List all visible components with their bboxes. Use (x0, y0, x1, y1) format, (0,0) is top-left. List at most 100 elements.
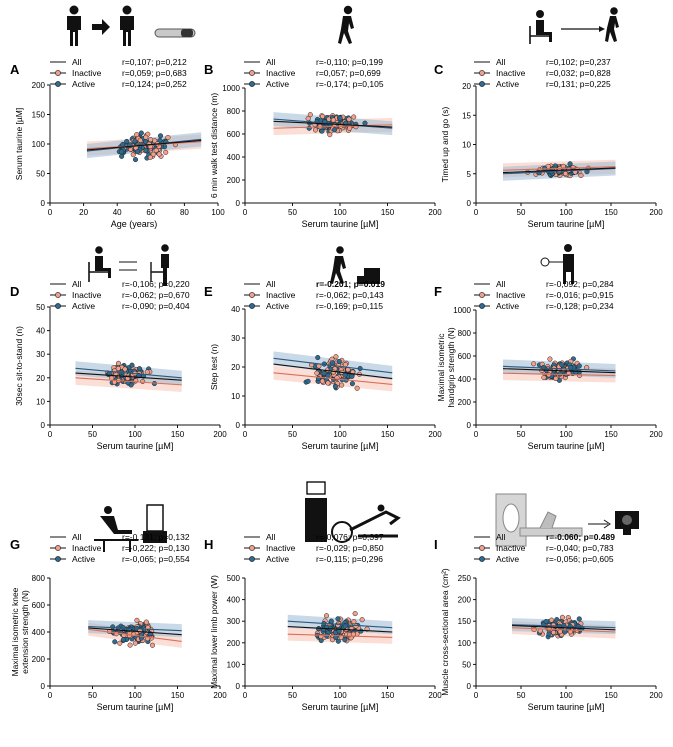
legend-marker (479, 292, 485, 298)
legend-stat: r=0,102; p=0,237 (546, 57, 611, 67)
legend-label: All (496, 532, 506, 542)
fit-line-all (273, 120, 393, 128)
data-point (319, 378, 325, 384)
data-point (120, 637, 126, 643)
data-point (321, 370, 327, 376)
data-point (342, 637, 348, 643)
y-tick-label: 40 (231, 305, 240, 314)
legend-marker (55, 545, 61, 551)
y-tick-label: 0 (41, 682, 46, 691)
data-point (156, 151, 162, 157)
legend-stat: r=-0,062; p=0,670 (122, 290, 190, 300)
data-point (546, 372, 552, 378)
y-tick-label: 0 (236, 421, 241, 430)
panel-d: D All r=-0,106; p=0,220 Inactive r=-0,062; p… (10, 279, 227, 451)
x-tick-label: 200 (213, 691, 227, 700)
data-point (335, 622, 341, 628)
sit-to-stand-icon (88, 244, 169, 286)
legend-label: Inactive (72, 543, 102, 553)
y-tick-label: 50 (36, 303, 45, 312)
legend-marker (479, 303, 485, 309)
x-tick-label: 200 (649, 691, 663, 700)
y-axis-label: Step test (n) (209, 344, 219, 390)
legend-marker (249, 545, 255, 551)
data-point (330, 360, 336, 366)
fit-line-inactive (287, 633, 393, 638)
data-point (305, 115, 311, 122)
handgrip-icon (540, 244, 574, 284)
legend-stat: r=-0,029; p=0,850 (316, 543, 384, 553)
data-point (352, 611, 358, 617)
data-point (531, 626, 537, 633)
legend-label: Inactive (496, 543, 526, 553)
data-point (137, 137, 143, 143)
x-tick-label: 50 (288, 691, 297, 700)
y-tick-label: 0 (467, 421, 472, 430)
y-axis-label-line: Maximal isometric knee (10, 587, 20, 676)
panel-b: B All r=-0,110; p=0,199 Inactive r=0,057; p=… (204, 57, 442, 229)
y-tick-label: 1000 (453, 306, 471, 315)
legend-label: Active (266, 79, 289, 89)
data-point (115, 365, 121, 372)
fit-line-active (502, 167, 616, 175)
y-tick-label: 100 (32, 140, 46, 149)
x-tick-label: 150 (381, 691, 395, 700)
y-tick-label: 500 (227, 574, 241, 583)
data-point (562, 171, 569, 177)
legend-label: Inactive (72, 290, 102, 300)
legend-marker (55, 303, 61, 309)
x-tick-label: 200 (428, 208, 442, 217)
y-axis-label: Maximal isometric kneeextension strength… (10, 587, 30, 676)
data-point (567, 161, 573, 167)
x-tick-label: 50 (288, 208, 297, 217)
sit-to-walk-icon (529, 7, 619, 44)
y-axis-label: Serum taurine [µM] (14, 108, 24, 180)
legend-label: Active (72, 301, 95, 311)
fit-line-inactive (273, 124, 393, 129)
data-point (165, 134, 171, 141)
fit-line-all (511, 624, 616, 631)
y-tick-label: 600 (227, 130, 241, 139)
fit-line-inactive (502, 166, 616, 171)
panel-a: A All r=0,107; p=0,212 Inactive r=0,059; p=0… (10, 57, 225, 229)
y-tick-label: 300 (227, 617, 241, 626)
x-tick-label: 20 (79, 208, 88, 217)
data-point (330, 117, 336, 123)
panel-g: G All r=-0,131; p=0,132 Inactive r=-0,222; p… (10, 532, 227, 712)
x-tick-label: 200 (213, 430, 227, 439)
fit-line-all (75, 372, 182, 381)
data-point (359, 617, 365, 623)
data-point (362, 120, 368, 126)
x-tick-label: 50 (517, 208, 526, 217)
legend-label: All (496, 279, 506, 289)
x-tick-label: 50 (517, 430, 526, 439)
legend-label: Active (266, 301, 289, 311)
x-tick-label: 100 (333, 430, 347, 439)
data-point (354, 385, 360, 391)
legend-label: Inactive (496, 68, 526, 78)
data-point (559, 362, 565, 368)
legend-marker (249, 292, 255, 298)
data-point (140, 378, 146, 385)
panel-f: F All r=-0,092; p=0,284 Inactive r=-0,016; p… (434, 279, 663, 451)
x-tick-label: 80 (180, 208, 189, 217)
data-point (551, 629, 557, 635)
legend-label: Active (72, 554, 95, 564)
panel-letter: C (434, 62, 444, 77)
legend-marker (55, 292, 61, 298)
panel-letter: G (10, 537, 20, 552)
fit-line-all (273, 363, 393, 380)
y-axis-label: Muscle cross-sectional area (cm²) (440, 568, 450, 696)
data-point (136, 366, 143, 372)
legend-stat: r=-0.060; p=0.489 (546, 532, 615, 542)
legend-marker (479, 70, 485, 76)
data-point (335, 638, 341, 644)
x-tick-label: 150 (381, 430, 395, 439)
data-point (335, 616, 341, 622)
y-tick-label: 200 (458, 596, 472, 605)
legend: All r=-0.060; p=0.489 Inactive r=-0,040; p=… (474, 532, 615, 564)
legend-stat: r=-0,128; p=0,234 (546, 301, 614, 311)
x-tick-label: 0 (474, 208, 479, 217)
legend-stat: r=-0,115; p=0,296 (316, 554, 383, 564)
